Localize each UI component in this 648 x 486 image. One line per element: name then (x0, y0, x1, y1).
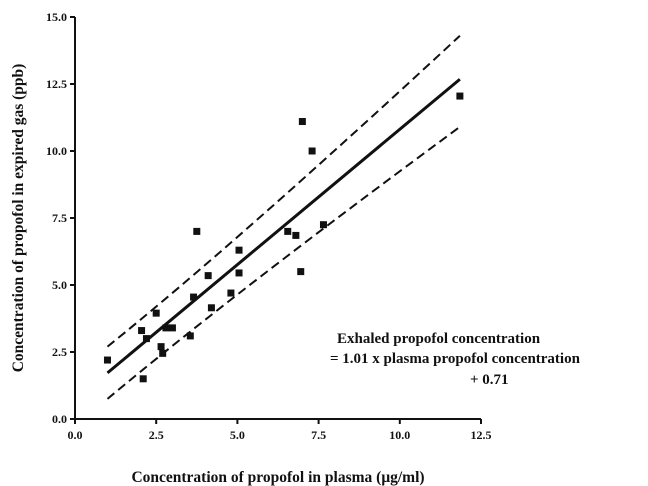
data-point (297, 268, 305, 276)
data-point (308, 147, 316, 155)
data-point (227, 289, 235, 297)
y-tick-label: 12.5 (46, 77, 67, 91)
data-points (103, 92, 464, 383)
data-point (142, 335, 150, 343)
x-tick-label: 2.5 (149, 428, 164, 442)
y-tick-label: 10.0 (46, 144, 67, 158)
data-point (456, 92, 464, 100)
x-axis-title: Concentration of propofol in plasma (μg/… (131, 469, 424, 486)
y-tick-label: 15.0 (46, 10, 67, 24)
equation-line-2: = 1.01 x plasma propofol concentration (330, 351, 581, 367)
data-point (152, 309, 160, 317)
data-point (284, 227, 292, 235)
data-point (190, 293, 198, 301)
y-tick-label: 2.5 (52, 345, 67, 359)
data-point (139, 375, 147, 383)
x-tick-label: 12.5 (471, 428, 492, 442)
data-point (292, 231, 300, 239)
data-point (193, 227, 201, 235)
data-point (235, 246, 243, 254)
x-tick-label: 0.0 (68, 428, 83, 442)
data-point (159, 349, 167, 357)
data-point (204, 272, 212, 280)
y-axis-title: Concentration of propofol in expired gas… (10, 64, 27, 373)
data-point (235, 269, 243, 277)
x-tick-label: 5.0 (230, 428, 245, 442)
data-point (162, 324, 170, 332)
data-point (298, 118, 306, 126)
data-point (207, 304, 215, 312)
regression-line (106, 78, 461, 375)
data-point (186, 332, 194, 340)
x-tick-label: 7.5 (311, 428, 326, 442)
y-tick-label: 0.0 (52, 412, 67, 426)
data-point (168, 324, 176, 332)
regression-line-layer (106, 78, 461, 375)
x-tick-label: 10.0 (389, 428, 410, 442)
y-tick-label: 5.0 (52, 278, 67, 292)
equation-line-1: Exhaled propofol concentration (337, 331, 541, 347)
data-point (103, 356, 111, 364)
equation-line-3: + 0.71 (470, 372, 509, 388)
data-point (157, 343, 165, 351)
x-ticks: 0.0 2.5 5.0 7.5 10.0 12.5 (68, 419, 492, 442)
data-point (319, 221, 327, 229)
confidence-band (106, 35, 461, 400)
plot-area: 0.0 2.5 5.0 7.5 10.0 12.5 0.0 2.5 5.0 7.5 10.0 12.… (46, 10, 492, 442)
data-point (138, 327, 146, 335)
y-tick-label: 7.5 (52, 211, 67, 225)
lower-confidence-line (106, 126, 461, 400)
upper-confidence-line (106, 35, 461, 348)
y-ticks: 0.0 2.5 5.0 7.5 10.0 12.5 15.0 (46, 10, 75, 426)
